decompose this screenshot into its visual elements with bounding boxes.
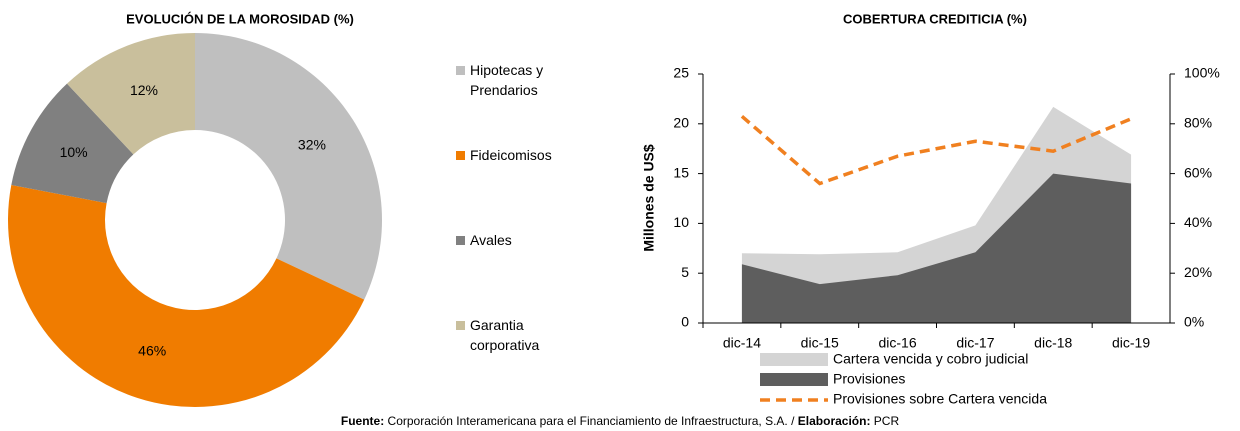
y-tick-label: 25 [673, 65, 689, 81]
data-label: 32% [298, 136, 326, 152]
data-label: 46% [138, 342, 166, 358]
credit-label: Elaboración: [797, 414, 871, 428]
y2-tick-label: 0% [1184, 314, 1204, 330]
data-label: 12% [130, 82, 158, 98]
legend-label: Garantia corporativa [470, 317, 540, 353]
x-tick-label: dic-17 [956, 335, 994, 351]
y2-tick-label: 20% [1184, 264, 1212, 280]
y-tick-label: 15 [673, 164, 689, 180]
footer: Fuente: Corporación Interamericana para … [0, 414, 1240, 428]
legend-swatch [456, 151, 465, 160]
y2-tick-label: 100% [1184, 65, 1220, 81]
donut-slice [66, 33, 196, 155]
data-label: 10% [60, 144, 88, 160]
y-tick-label: 5 [681, 264, 689, 280]
legend-swatch [456, 321, 465, 330]
y2-tick-label: 40% [1184, 214, 1212, 230]
legend-label: Hipotecas y Prendarios [470, 62, 544, 98]
x-tick-label: dic-14 [723, 335, 761, 351]
y-tick-label: 0 [681, 314, 689, 330]
legend-swatch [456, 236, 465, 245]
y-tick-label: 10 [673, 214, 689, 230]
legend-label: Avales [470, 232, 512, 248]
legend-label: Cartera vencida y cobro judicial [833, 351, 1028, 367]
legend-label: Fideicomisos [470, 147, 552, 163]
legend-swatch [760, 353, 828, 366]
line [740, 115, 1132, 186]
legend-swatch [760, 373, 828, 386]
donut-slice [11, 83, 134, 204]
y2-tick-label: 80% [1184, 115, 1212, 131]
y-tick-label: 20 [673, 115, 689, 131]
source: Corporación Interamericana para el Finan… [387, 414, 795, 428]
area [741, 173, 1132, 323]
legend-swatch [456, 66, 465, 75]
chart-title: EVOLUCIÓN DE LA MOROSIDAD (%) [126, 11, 354, 26]
x-tick-label: dic-15 [801, 335, 839, 351]
donut-slice [195, 33, 383, 300]
y-axis-label: Millones de US$ [641, 144, 657, 252]
legend-label: Provisiones sobre Cartera vencida [833, 391, 1047, 407]
donut-slice [7, 184, 365, 408]
source-label: Fuente: [340, 414, 385, 428]
y2-tick-label: 60% [1184, 164, 1212, 180]
credit: PCR [873, 414, 900, 428]
chart-title: COBERTURA CREDITICIA (%) [843, 11, 1027, 26]
x-tick-label: dic-18 [1034, 335, 1072, 351]
legend-label: Provisiones [833, 371, 905, 387]
x-tick-label: dic-19 [1112, 335, 1150, 351]
x-tick-label: dic-16 [879, 335, 917, 351]
